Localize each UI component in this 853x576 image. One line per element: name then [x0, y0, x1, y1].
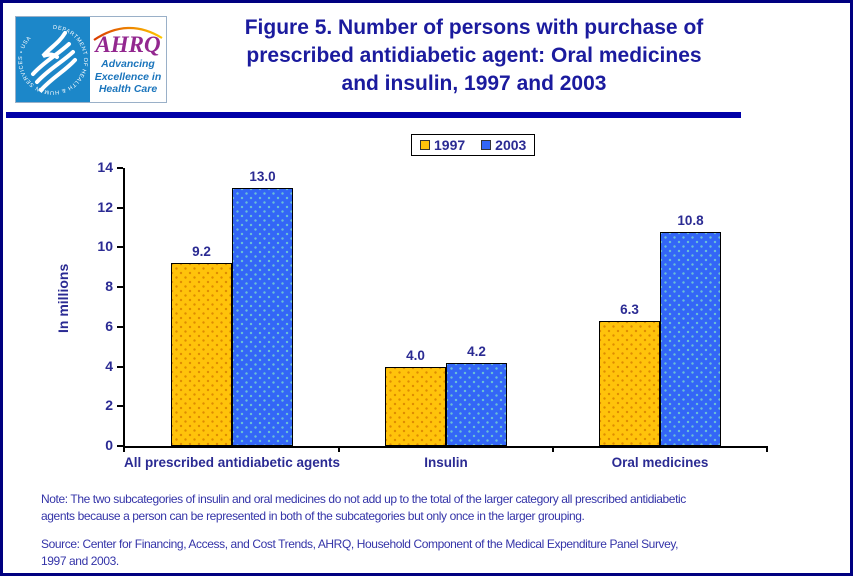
tagline-line: Health Care [98, 83, 158, 95]
bar-value-label: 6.3 [620, 302, 639, 317]
ahrq-logo-text: AHRQ [95, 32, 161, 57]
y-tick-label: 14 [97, 159, 113, 175]
tagline-line: Advancing [101, 58, 155, 70]
y-tick-mark [117, 365, 123, 368]
y-axis-label: In millions [55, 263, 71, 333]
bar-2003-2 [446, 363, 507, 446]
category-label: All prescribed antidiabetic agents [123, 455, 341, 470]
y-tick-mark [117, 206, 123, 209]
bar-2003-3 [660, 232, 721, 446]
title-divider-rule [6, 112, 741, 118]
x-tick-mark [123, 446, 125, 452]
note-line-1: Note: The two subcategories of insulin a… [41, 492, 686, 506]
ahrq-tagline: Advancing Excellence in Health Care [90, 58, 166, 96]
y-tick-label: 8 [105, 278, 113, 295]
y-tick-label: 2 [105, 397, 113, 414]
y-tick-mark [117, 246, 123, 249]
title-line-1: Figure 5. Number of persons with purchas… [244, 16, 704, 39]
legend-item-2003: 2003 [481, 137, 526, 153]
ahrq-arc-icon [93, 26, 163, 41]
figure-title: Figure 5. Number of persons with purchas… [178, 14, 770, 98]
y-tick-label: 4 [105, 357, 113, 374]
legend-swatch-1997 [420, 140, 430, 150]
legend-swatch-2003 [481, 140, 492, 150]
ahrq-hhs-logo: DEPARTMENT OF HEALTH & HUMAN SERVICES • … [15, 16, 167, 103]
note-line-2: agents because a person can be represent… [41, 508, 585, 523]
y-tick-label: 0 [105, 437, 113, 453]
hhs-seal: DEPARTMENT OF HEALTH & HUMAN SERVICES • … [16, 17, 90, 102]
y-tick-mark [117, 286, 123, 289]
bar-1997-2 [385, 367, 446, 446]
source-line-2: 1997 and 2003. [41, 553, 119, 568]
y-tick-mark [117, 445, 123, 447]
legend-label-1997: 1997 [434, 137, 466, 153]
bar-1997-1 [171, 263, 232, 446]
y-tick-mark [117, 167, 123, 169]
ahrq-wordmark: AHRQ Advancing Excellence in Health Care [90, 17, 166, 102]
source-text: Source: Center for Financing, Access, an… [41, 536, 678, 569]
legend-label-2003: 2003 [495, 137, 527, 153]
x-tick-mark [552, 446, 554, 452]
title-line-2: prescribed antidiabetic agent: Oral medi… [246, 44, 702, 67]
bar-chart: In millions 0 2 4 6 8 10 12 14 9.2 13.0 All prescr… [3, 153, 850, 493]
category-label: Oral medicines [611, 455, 709, 470]
tagline-line: Excellence in [94, 70, 162, 83]
category-label: Insulin [424, 455, 468, 470]
bar-value-label: 10.8 [677, 213, 704, 228]
legend-item-1997: 1997 [420, 137, 465, 153]
y-tick-label: 6 [105, 317, 113, 334]
plot-area: 0 2 4 6 8 10 12 14 9.2 13.0 All prescribed antidia… [97, 159, 768, 470]
bar-value-label: 4.2 [467, 344, 486, 359]
hhs-eagle-icon: DEPARTMENT OF HEALTH & HUMAN SERVICES • … [18, 25, 88, 95]
y-tick-label: 10 [97, 238, 113, 255]
bar-value-label: 13.0 [249, 169, 276, 184]
y-tick-mark [117, 325, 123, 328]
bar-2003-1 [232, 188, 293, 446]
y-tick-mark [117, 405, 123, 408]
y-tick-label: 12 [97, 198, 113, 215]
chart-legend: 1997 2003 [411, 134, 536, 156]
x-tick-mark [766, 446, 768, 452]
svg-text:DEPARTMENT OF HEALTH & HUMAN S: DEPARTMENT OF HEALTH & HUMAN SERVICES • … [18, 25, 88, 95]
bar-1997-3 [599, 321, 660, 446]
source-line-1: Source: Center for Financing, Access, an… [41, 537, 679, 551]
x-tick-mark [338, 446, 340, 452]
title-line-3: and insulin, 1997 and 2003 [341, 72, 607, 95]
note-text: Note: The two subcategories of insulin a… [41, 491, 686, 524]
bar-value-label: 4.0 [406, 348, 425, 363]
bar-value-label: 9.2 [192, 244, 211, 259]
